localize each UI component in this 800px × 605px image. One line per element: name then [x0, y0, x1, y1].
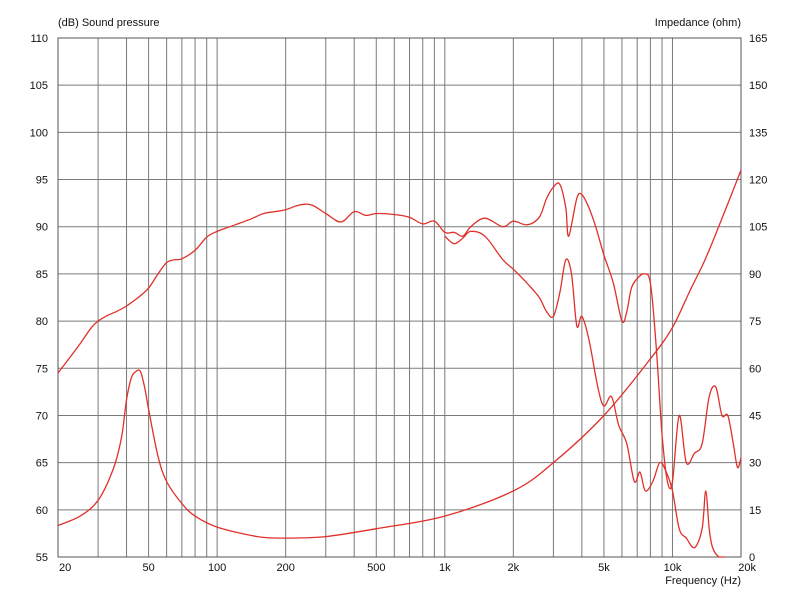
left-tick-label: 80	[36, 316, 48, 328]
left-tick-label: 105	[30, 80, 48, 92]
left-tick-label: 100	[30, 127, 48, 139]
right-tick-label: 150	[749, 80, 767, 92]
x-tick-label: 20k	[738, 562, 756, 574]
right-tick-label: 45	[749, 410, 761, 422]
x-tick-label: 200	[276, 562, 294, 574]
left-tick-label: 95	[36, 175, 48, 187]
right-tick-label: 30	[749, 458, 761, 470]
left-tick-label: 90	[36, 222, 48, 234]
spl-curve	[57, 182, 742, 490]
spl-alt-curve	[444, 230, 725, 558]
left-axis-title: (dB) Sound pressure	[58, 17, 160, 29]
x-tick-label: 50	[142, 562, 154, 574]
left-tick-label: 60	[36, 505, 48, 517]
x-tick-label: 10k	[664, 562, 682, 574]
horizontal-gridlines	[58, 84, 741, 511]
x-tick-label: 5k	[598, 562, 610, 574]
right-tick-label: 165	[749, 33, 767, 45]
left-tick-label: 85	[36, 269, 48, 281]
right-axis-tick-labels: 0 15 30 45 60 75 90 105 120 135 150 165	[749, 33, 767, 564]
left-tick-label: 65	[36, 458, 48, 470]
x-tick-label: 500	[367, 562, 385, 574]
left-tick-label: 75	[36, 363, 48, 375]
x-tick-label: 2k	[508, 562, 520, 574]
vertical-gridlines	[97, 38, 673, 557]
x-tick-label: 1k	[439, 562, 451, 574]
left-axis-tick-labels: 55 60 65 70 75 80 85 90 95 100 105 110	[30, 33, 48, 564]
right-tick-label: 60	[749, 363, 761, 375]
right-tick-label: 15	[749, 505, 761, 517]
right-tick-label: 0	[749, 552, 755, 564]
left-tick-label: 110	[30, 33, 48, 45]
right-tick-label: 90	[749, 269, 761, 281]
x-axis-tick-labels: 20 50 100 200 500 1k 2k 5k 10k 20k	[59, 562, 756, 574]
x-tick-label: 100	[208, 562, 226, 574]
right-tick-label: 105	[749, 222, 767, 234]
x-axis-title: Frequency (Hz)	[665, 575, 741, 587]
left-tick-label: 70	[36, 410, 48, 422]
impedance-curve	[57, 169, 742, 539]
right-tick-label: 135	[749, 127, 767, 139]
right-tick-label: 120	[749, 175, 767, 187]
x-tick-label: 20	[59, 562, 71, 574]
left-tick-label: 55	[36, 552, 48, 564]
series-layer	[57, 169, 742, 558]
right-axis-title: Impedance (ohm)	[655, 17, 741, 29]
right-tick-label: 75	[749, 316, 761, 328]
plot-frame	[57, 37, 742, 558]
